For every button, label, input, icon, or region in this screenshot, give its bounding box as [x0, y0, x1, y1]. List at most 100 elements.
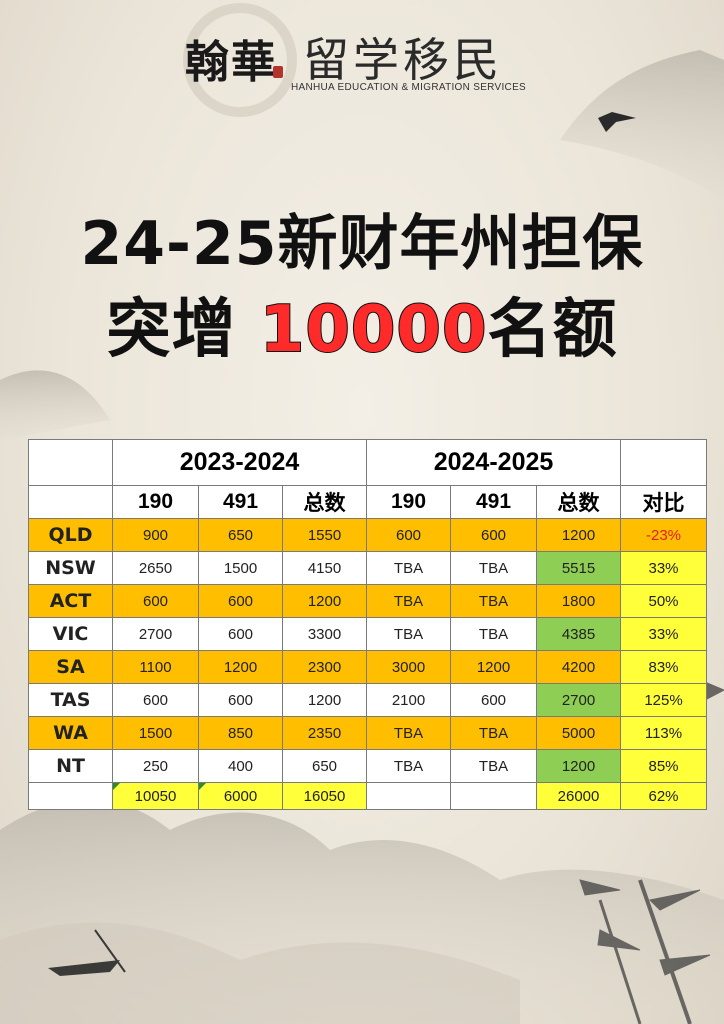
column-header-blank: [28, 485, 113, 519]
state-cell: TAS: [28, 683, 113, 717]
table-cell: 600: [198, 584, 283, 618]
table-cell: TBA: [450, 617, 537, 651]
table-row: NSW 2650 1500 4150 TBA TBA 5515 33%: [28, 551, 707, 585]
header-blank-right: [620, 439, 707, 486]
table-cell: 33%: [620, 617, 707, 651]
table-cell: TBA: [450, 716, 537, 750]
table-row-total: 10050 6000 16050 26000 62%: [28, 782, 707, 810]
table-cell: 1200: [536, 518, 621, 552]
total-cell: 6000: [198, 782, 283, 810]
swallow-icon: [598, 112, 636, 132]
table-cell: 2100: [366, 683, 451, 717]
state-cell: ACT: [28, 584, 113, 618]
table-cell: 2700: [536, 683, 621, 717]
table-row: SA 1100 1200 2300 3000 1200 4200 83%: [28, 650, 707, 684]
table-cell: 650: [198, 518, 283, 552]
table-cell: 600: [366, 518, 451, 552]
column-header: 总数: [536, 485, 621, 519]
table-cell: 600: [450, 683, 537, 717]
state-cell: WA: [28, 716, 113, 750]
table-cell: TBA: [366, 617, 451, 651]
table-cell: 1200: [282, 584, 367, 618]
mountain-bottom: [0, 800, 724, 1024]
table-cell: 1200: [198, 650, 283, 684]
seal-stamp-icon: [273, 66, 283, 78]
table-cell: 1500: [198, 551, 283, 585]
table-cell: 85%: [620, 749, 707, 783]
state-cell: NT: [28, 749, 113, 783]
column-header: 总数: [282, 485, 367, 519]
table-cell: 1200: [450, 650, 537, 684]
table-cell: 900: [112, 518, 199, 552]
state-cell: VIC: [28, 617, 113, 651]
table-row: NT 250 400 650 TBA TBA 1200 85%: [28, 749, 707, 783]
logo-subtitle: HANHUA EDUCATION & MIGRATION SERVICES: [291, 82, 527, 93]
column-header: 491: [450, 485, 537, 519]
headline-suffix: 名额: [487, 293, 618, 367]
table-cell: 33%: [620, 551, 707, 585]
table-cell: 600: [112, 584, 199, 618]
total-cell: [366, 782, 451, 810]
table-row: WA 1500 850 2350 TBA TBA 5000 113%: [28, 716, 707, 750]
total-cell: 62%: [620, 782, 707, 810]
table-row: QLD 900 650 1550 600 600 1200 -23%: [28, 518, 707, 552]
table-cell: 5515: [536, 551, 621, 585]
table-cell: TBA: [366, 584, 451, 618]
total-label-cell: [28, 782, 113, 810]
table-cell: 850: [198, 716, 283, 750]
state-cell: QLD: [28, 518, 113, 552]
headline-line-2: 突增 10000名额: [0, 278, 724, 370]
table-cell: TBA: [366, 551, 451, 585]
table-row: VIC 2700 600 3300 TBA TBA 4385 33%: [28, 617, 707, 651]
table-cell: 1500: [112, 716, 199, 750]
table-cell: 1800: [536, 584, 621, 618]
table-cell: 125%: [620, 683, 707, 717]
table-cell: 1100: [112, 650, 199, 684]
table-cell: 4150: [282, 551, 367, 585]
table-cell: 2300: [282, 650, 367, 684]
headline-prefix: 突增: [106, 293, 260, 367]
table-cell: 250: [112, 749, 199, 783]
table-cell: 600: [112, 683, 199, 717]
header-blank: [28, 439, 113, 486]
state-cell: SA: [28, 650, 113, 684]
column-header: 491: [198, 485, 283, 519]
brand-logo: 翰華 留学移民 HANHUA EDUCATION & MIGRATION SER…: [185, 20, 545, 100]
logo-calligraphy: 翰華: [185, 37, 277, 88]
mountain-top-right: [560, 50, 724, 200]
table-cell: 600: [198, 683, 283, 717]
table-cell: 5000: [536, 716, 621, 750]
total-cell: 16050: [282, 782, 367, 810]
column-header: 对比: [620, 485, 707, 519]
total-cell: 26000: [536, 782, 621, 810]
table-cell: 1200: [536, 749, 621, 783]
table-cell: TBA: [450, 749, 537, 783]
table-cell: 4385: [536, 617, 621, 651]
column-header: 190: [112, 485, 199, 519]
table-cell: 3000: [366, 650, 451, 684]
total-cell: 10050: [112, 782, 199, 810]
table-cell: 50%: [620, 584, 707, 618]
table-cell: 600: [198, 617, 283, 651]
state-cell: NSW: [28, 551, 113, 585]
table-cell: 1200: [282, 683, 367, 717]
table-row: TAS 600 600 1200 2100 600 2700 125%: [28, 683, 707, 717]
state-sponsorship-table: 2023-2024 2024-2025 190 491 总数 190 491 总…: [28, 439, 707, 810]
table-cell: -23%: [620, 518, 707, 552]
headline-line-1: 24-25新财年州担保: [80, 209, 644, 279]
table-cell: 400: [198, 749, 283, 783]
column-header: 190: [366, 485, 451, 519]
table-row: ACT 600 600 1200 TBA TBA 1800 50%: [28, 584, 707, 618]
boat-icon: [48, 960, 120, 976]
table-cell: TBA: [366, 749, 451, 783]
table-cell: 2650: [112, 551, 199, 585]
logo-brand-text: 留学移民: [303, 33, 503, 87]
table-cell: 2350: [282, 716, 367, 750]
year-header-2024-2025: 2024-2025: [366, 439, 621, 486]
table-cell: 83%: [620, 650, 707, 684]
table-cell: 3300: [282, 617, 367, 651]
table-cell: TBA: [450, 584, 537, 618]
year-header-2023-2024: 2023-2024: [112, 439, 367, 486]
table-cell: TBA: [450, 551, 537, 585]
table-cell: 2700: [112, 617, 199, 651]
